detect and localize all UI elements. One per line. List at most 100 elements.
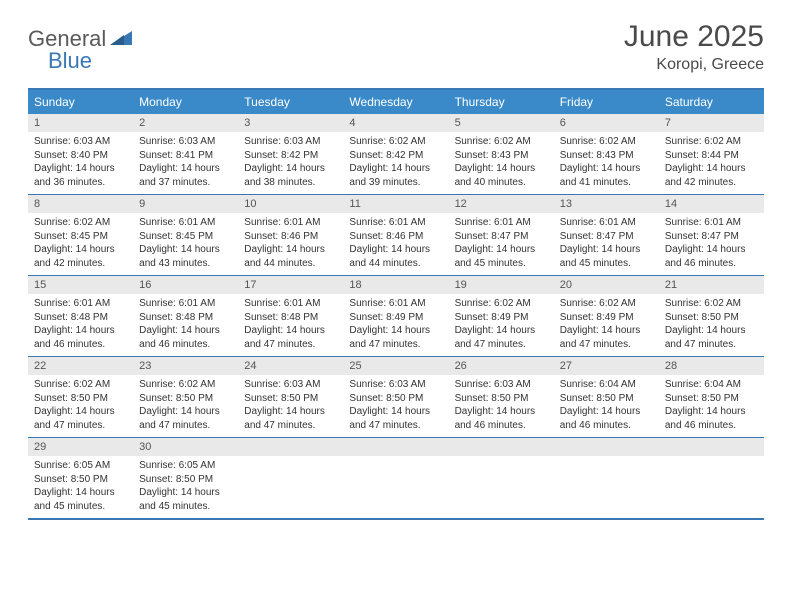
day-cell: 7Sunrise: 6:02 AMSunset: 8:44 PMDaylight…	[659, 114, 764, 194]
day-details: Sunrise: 6:02 AMSunset: 8:45 PMDaylight:…	[28, 213, 133, 275]
day-number: 29	[28, 438, 133, 456]
day-details: Sunrise: 6:01 AMSunset: 8:47 PMDaylight:…	[659, 213, 764, 275]
day-details: Sunrise: 6:05 AMSunset: 8:50 PMDaylight:…	[28, 456, 133, 518]
day-number: 20	[554, 276, 659, 294]
calendar: SundayMondayTuesdayWednesdayThursdayFrid…	[28, 88, 764, 520]
dayhead: Thursday	[449, 90, 554, 114]
day-cell: 11Sunrise: 6:01 AMSunset: 8:46 PMDayligh…	[343, 195, 448, 275]
day-number: 8	[28, 195, 133, 213]
logo-triangle-icon	[110, 29, 132, 50]
day-number	[449, 438, 554, 456]
day-number: 2	[133, 114, 238, 132]
day-cell: 21Sunrise: 6:02 AMSunset: 8:50 PMDayligh…	[659, 276, 764, 356]
location: Koropi, Greece	[624, 56, 764, 74]
week-row: 29Sunrise: 6:05 AMSunset: 8:50 PMDayligh…	[28, 438, 764, 520]
day-details: Sunrise: 6:03 AMSunset: 8:50 PMDaylight:…	[343, 375, 448, 437]
logo-line2: Blue	[48, 48, 92, 74]
day-cell: 4Sunrise: 6:02 AMSunset: 8:42 PMDaylight…	[343, 114, 448, 194]
day-details: Sunrise: 6:02 AMSunset: 8:50 PMDaylight:…	[28, 375, 133, 437]
day-cell: 29Sunrise: 6:05 AMSunset: 8:50 PMDayligh…	[28, 438, 133, 518]
day-details: Sunrise: 6:03 AMSunset: 8:50 PMDaylight:…	[238, 375, 343, 437]
day-details: Sunrise: 6:04 AMSunset: 8:50 PMDaylight:…	[659, 375, 764, 437]
day-cell: 8Sunrise: 6:02 AMSunset: 8:45 PMDaylight…	[28, 195, 133, 275]
day-details: Sunrise: 6:02 AMSunset: 8:42 PMDaylight:…	[343, 132, 448, 194]
day-cell: 20Sunrise: 6:02 AMSunset: 8:49 PMDayligh…	[554, 276, 659, 356]
day-cell: 27Sunrise: 6:04 AMSunset: 8:50 PMDayligh…	[554, 357, 659, 437]
day-cell: 30Sunrise: 6:05 AMSunset: 8:50 PMDayligh…	[133, 438, 238, 518]
day-number	[238, 438, 343, 456]
dayhead: Wednesday	[343, 90, 448, 114]
day-number: 19	[449, 276, 554, 294]
day-details: Sunrise: 6:01 AMSunset: 8:48 PMDaylight:…	[238, 294, 343, 356]
day-details: Sunrise: 6:01 AMSunset: 8:48 PMDaylight:…	[133, 294, 238, 356]
day-number: 26	[449, 357, 554, 375]
day-cell: 18Sunrise: 6:01 AMSunset: 8:49 PMDayligh…	[343, 276, 448, 356]
day-cell: 14Sunrise: 6:01 AMSunset: 8:47 PMDayligh…	[659, 195, 764, 275]
day-number: 23	[133, 357, 238, 375]
day-details: Sunrise: 6:01 AMSunset: 8:45 PMDaylight:…	[133, 213, 238, 275]
day-details: Sunrise: 6:05 AMSunset: 8:50 PMDaylight:…	[133, 456, 238, 518]
day-details: Sunrise: 6:01 AMSunset: 8:46 PMDaylight:…	[343, 213, 448, 275]
day-details: Sunrise: 6:02 AMSunset: 8:49 PMDaylight:…	[449, 294, 554, 356]
dayhead: Friday	[554, 90, 659, 114]
day-cell: 22Sunrise: 6:02 AMSunset: 8:50 PMDayligh…	[28, 357, 133, 437]
day-cell: 13Sunrise: 6:01 AMSunset: 8:47 PMDayligh…	[554, 195, 659, 275]
day-cell	[449, 438, 554, 518]
day-details: Sunrise: 6:01 AMSunset: 8:49 PMDaylight:…	[343, 294, 448, 356]
day-number: 10	[238, 195, 343, 213]
day-number: 4	[343, 114, 448, 132]
week-row: 8Sunrise: 6:02 AMSunset: 8:45 PMDaylight…	[28, 195, 764, 276]
day-cell: 6Sunrise: 6:02 AMSunset: 8:43 PMDaylight…	[554, 114, 659, 194]
title-block: June 2025 Koropi, Greece	[624, 20, 764, 74]
day-cell: 25Sunrise: 6:03 AMSunset: 8:50 PMDayligh…	[343, 357, 448, 437]
day-details: Sunrise: 6:02 AMSunset: 8:43 PMDaylight:…	[449, 132, 554, 194]
day-cell: 1Sunrise: 6:03 AMSunset: 8:40 PMDaylight…	[28, 114, 133, 194]
day-cell: 10Sunrise: 6:01 AMSunset: 8:46 PMDayligh…	[238, 195, 343, 275]
day-cell: 3Sunrise: 6:03 AMSunset: 8:42 PMDaylight…	[238, 114, 343, 194]
day-number: 21	[659, 276, 764, 294]
dayhead: Monday	[133, 90, 238, 114]
day-cell: 2Sunrise: 6:03 AMSunset: 8:41 PMDaylight…	[133, 114, 238, 194]
day-details: Sunrise: 6:03 AMSunset: 8:50 PMDaylight:…	[449, 375, 554, 437]
day-number	[659, 438, 764, 456]
day-number	[554, 438, 659, 456]
day-number: 30	[133, 438, 238, 456]
day-number: 18	[343, 276, 448, 294]
day-number: 12	[449, 195, 554, 213]
week-row: 15Sunrise: 6:01 AMSunset: 8:48 PMDayligh…	[28, 276, 764, 357]
logo-text-blue: Blue	[48, 48, 92, 74]
day-cell: 19Sunrise: 6:02 AMSunset: 8:49 PMDayligh…	[449, 276, 554, 356]
day-number	[343, 438, 448, 456]
dayhead: Tuesday	[238, 90, 343, 114]
dayhead-row: SundayMondayTuesdayWednesdayThursdayFrid…	[28, 90, 764, 114]
day-cell: 9Sunrise: 6:01 AMSunset: 8:45 PMDaylight…	[133, 195, 238, 275]
dayhead: Sunday	[28, 90, 133, 114]
day-cell	[343, 438, 448, 518]
day-details: Sunrise: 6:01 AMSunset: 8:47 PMDaylight:…	[449, 213, 554, 275]
day-cell: 5Sunrise: 6:02 AMSunset: 8:43 PMDaylight…	[449, 114, 554, 194]
day-number: 24	[238, 357, 343, 375]
weeks-container: 1Sunrise: 6:03 AMSunset: 8:40 PMDaylight…	[28, 114, 764, 520]
day-number: 25	[343, 357, 448, 375]
day-cell: 17Sunrise: 6:01 AMSunset: 8:48 PMDayligh…	[238, 276, 343, 356]
month-title: June 2025	[624, 20, 764, 54]
day-details: Sunrise: 6:01 AMSunset: 8:47 PMDaylight:…	[554, 213, 659, 275]
day-cell	[238, 438, 343, 518]
day-number: 16	[133, 276, 238, 294]
day-number: 22	[28, 357, 133, 375]
day-cell	[659, 438, 764, 518]
day-cell: 26Sunrise: 6:03 AMSunset: 8:50 PMDayligh…	[449, 357, 554, 437]
day-number: 13	[554, 195, 659, 213]
day-number: 3	[238, 114, 343, 132]
header: General June 2025 Koropi, Greece	[28, 20, 764, 74]
day-cell: 16Sunrise: 6:01 AMSunset: 8:48 PMDayligh…	[133, 276, 238, 356]
day-details: Sunrise: 6:02 AMSunset: 8:44 PMDaylight:…	[659, 132, 764, 194]
day-number: 6	[554, 114, 659, 132]
day-details: Sunrise: 6:02 AMSunset: 8:49 PMDaylight:…	[554, 294, 659, 356]
day-number: 28	[659, 357, 764, 375]
day-cell: 15Sunrise: 6:01 AMSunset: 8:48 PMDayligh…	[28, 276, 133, 356]
day-cell: 23Sunrise: 6:02 AMSunset: 8:50 PMDayligh…	[133, 357, 238, 437]
day-number: 17	[238, 276, 343, 294]
week-row: 22Sunrise: 6:02 AMSunset: 8:50 PMDayligh…	[28, 357, 764, 438]
day-details: Sunrise: 6:01 AMSunset: 8:48 PMDaylight:…	[28, 294, 133, 356]
